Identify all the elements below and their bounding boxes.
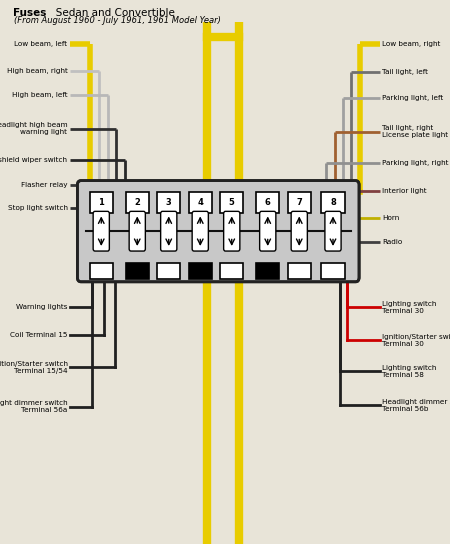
Bar bbox=[288, 263, 311, 279]
Bar bbox=[126, 192, 149, 213]
FancyBboxPatch shape bbox=[224, 212, 240, 251]
Bar bbox=[189, 192, 212, 213]
Text: 5: 5 bbox=[229, 198, 235, 207]
Text: Tail light, right
License plate light: Tail light, right License plate light bbox=[382, 125, 449, 138]
Text: Warning lights: Warning lights bbox=[16, 304, 68, 311]
Text: Coil Terminal 15: Coil Terminal 15 bbox=[10, 331, 68, 338]
Bar bbox=[157, 263, 180, 279]
Text: Stop light switch: Stop light switch bbox=[8, 205, 68, 211]
Bar bbox=[321, 192, 345, 213]
Text: Ignition/Starter switch
Terminal 30: Ignition/Starter switch Terminal 30 bbox=[382, 333, 450, 347]
Text: 2: 2 bbox=[134, 198, 140, 207]
Text: Fuses: Fuses bbox=[14, 8, 47, 18]
Text: Headlight dimmer switch
Terminal 56b: Headlight dimmer switch Terminal 56b bbox=[382, 399, 450, 412]
Text: Ignition/Starter switch
Terminal 15/54: Ignition/Starter switch Terminal 15/54 bbox=[0, 361, 68, 374]
Text: Headlight dimmer switch
Terminal 56a: Headlight dimmer switch Terminal 56a bbox=[0, 400, 68, 413]
FancyBboxPatch shape bbox=[77, 181, 359, 282]
Text: Headlight high beam
warning light: Headlight high beam warning light bbox=[0, 122, 68, 135]
Text: High beam, left: High beam, left bbox=[12, 92, 68, 98]
Text: Parking light, right: Parking light, right bbox=[382, 160, 449, 166]
Bar bbox=[126, 263, 149, 279]
Text: 6: 6 bbox=[265, 198, 271, 207]
Bar bbox=[90, 263, 113, 279]
Text: Radio: Radio bbox=[382, 239, 403, 245]
Bar bbox=[256, 263, 279, 279]
Bar bbox=[90, 192, 113, 213]
Text: Parking light, left: Parking light, left bbox=[382, 95, 444, 101]
Bar bbox=[256, 192, 279, 213]
Bar bbox=[220, 263, 243, 279]
Text: 4: 4 bbox=[197, 198, 203, 207]
Text: High beam, right: High beam, right bbox=[7, 67, 68, 74]
Bar bbox=[321, 263, 345, 279]
FancyBboxPatch shape bbox=[260, 212, 276, 251]
Text: Lighting switch
Terminal 58: Lighting switch Terminal 58 bbox=[382, 364, 437, 378]
Text: 7: 7 bbox=[297, 198, 302, 207]
FancyBboxPatch shape bbox=[192, 212, 208, 251]
Text: Interior light: Interior light bbox=[382, 188, 427, 195]
Bar bbox=[220, 192, 243, 213]
Bar bbox=[157, 192, 180, 213]
FancyBboxPatch shape bbox=[93, 212, 109, 251]
Text: Sedan and Convertible: Sedan and Convertible bbox=[46, 8, 175, 18]
Bar bbox=[288, 192, 311, 213]
Text: Low beam, left: Low beam, left bbox=[14, 40, 68, 47]
FancyBboxPatch shape bbox=[325, 212, 341, 251]
FancyBboxPatch shape bbox=[161, 212, 177, 251]
Text: Horn: Horn bbox=[382, 214, 400, 221]
Text: Low beam, right: Low beam, right bbox=[382, 40, 441, 47]
FancyBboxPatch shape bbox=[129, 212, 145, 251]
Text: 3: 3 bbox=[166, 198, 171, 207]
Text: (From August 1960 - July 1961, 1961 Model Year): (From August 1960 - July 1961, 1961 Mode… bbox=[14, 16, 220, 26]
Bar bbox=[189, 263, 212, 279]
Text: Tail light, left: Tail light, left bbox=[382, 69, 428, 75]
Text: 8: 8 bbox=[330, 198, 336, 207]
FancyBboxPatch shape bbox=[291, 212, 307, 251]
Text: Lighting switch
Terminal 30: Lighting switch Terminal 30 bbox=[382, 301, 437, 314]
Text: Flasher relay: Flasher relay bbox=[21, 182, 68, 188]
Text: Windshield wiper switch: Windshield wiper switch bbox=[0, 157, 68, 163]
Text: 1: 1 bbox=[98, 198, 104, 207]
